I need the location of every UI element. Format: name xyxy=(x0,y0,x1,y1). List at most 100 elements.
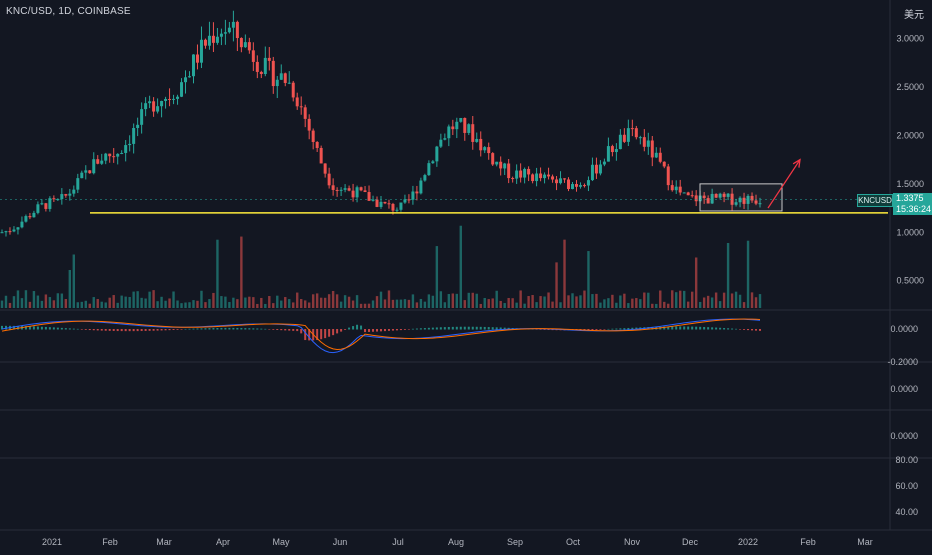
macd-histogram-bar xyxy=(252,328,255,330)
volume-bar xyxy=(702,297,706,308)
indicator-axis-tick-label: 60.00 xyxy=(895,481,918,491)
consolidation-box[interactable] xyxy=(699,183,783,212)
candle-body xyxy=(275,79,279,87)
projection-arrow[interactable] xyxy=(767,159,801,209)
macd-histogram-bar xyxy=(108,329,111,331)
macd-histogram-bar xyxy=(495,327,498,330)
macd-histogram-bar xyxy=(288,329,291,331)
candle-body xyxy=(399,202,403,210)
volume-bar xyxy=(587,251,590,308)
volume-bar xyxy=(754,297,758,308)
volume-bar xyxy=(495,290,498,308)
volume-bar xyxy=(379,291,383,308)
symbol-title[interactable]: KNC/USD, 1D, COINBASE xyxy=(6,6,131,17)
macd-histogram-bar xyxy=(663,326,666,330)
macd-histogram-bar xyxy=(380,329,382,332)
candle-body xyxy=(407,199,411,201)
price-axis-tick-label: 0.5000 xyxy=(896,276,924,286)
candle-body xyxy=(582,185,586,187)
volume-bar xyxy=(698,301,702,308)
volume-bar xyxy=(523,303,526,308)
volume-bar xyxy=(419,298,423,308)
volume-bar xyxy=(607,298,610,308)
volume-bar xyxy=(479,303,482,308)
candle-body xyxy=(92,159,96,174)
macd-histogram-bar xyxy=(723,328,726,330)
candle-body xyxy=(363,190,367,193)
volume-bar xyxy=(28,301,32,308)
macd-histogram-bar xyxy=(699,326,702,330)
macd-histogram-bar xyxy=(200,328,203,330)
macd-histogram-bar xyxy=(172,329,175,330)
candle-body xyxy=(76,178,80,190)
volume-bar xyxy=(212,292,215,308)
candle-body xyxy=(630,128,634,130)
macd-histogram-bar xyxy=(264,328,267,330)
volume-bar xyxy=(347,296,351,308)
macd-histogram-bar xyxy=(160,329,163,331)
candle-body xyxy=(343,188,347,190)
candle-body xyxy=(168,98,172,100)
volume-bar xyxy=(104,302,107,308)
macd-histogram-bar xyxy=(368,329,371,332)
macd-histogram-bar xyxy=(483,326,486,330)
candle-body xyxy=(463,117,467,133)
indicator-axis-tick-label: 40.00 xyxy=(895,507,918,517)
macd-histogram-bar xyxy=(447,326,450,330)
macd-histogram-bar xyxy=(116,329,119,332)
volume-bar xyxy=(718,301,722,308)
volume-bar xyxy=(160,296,163,308)
volume-bar xyxy=(204,302,207,308)
indicator-axis-tick-label: 0.0000 xyxy=(890,324,918,334)
macd-histogram-bar xyxy=(715,327,718,330)
time-axis-tick-label: Apr xyxy=(216,537,230,547)
macd-histogram-bar xyxy=(731,328,734,330)
last-price-box: 1.3375 15:36:24 xyxy=(893,193,932,215)
candle-body xyxy=(479,138,483,151)
indicator-axis-tick-label: 0.0000 xyxy=(890,384,918,394)
volume-bar xyxy=(738,294,742,308)
volume-bar xyxy=(355,295,359,308)
candle-body xyxy=(511,178,515,180)
candle-body xyxy=(447,126,451,139)
indicator-axis-tick-label: 0.0000 xyxy=(890,431,918,441)
macd-histogram-bar xyxy=(48,327,51,330)
volume-bar xyxy=(335,294,339,308)
macd-histogram-bar xyxy=(84,329,87,330)
candle-body xyxy=(706,198,710,204)
volume-bar xyxy=(52,300,56,308)
volume-bar xyxy=(36,295,40,308)
candle-body xyxy=(690,195,694,197)
macd-histogram-bar xyxy=(120,329,123,332)
volume-bar xyxy=(447,294,451,308)
volume-bar xyxy=(180,303,183,308)
candle-body xyxy=(483,147,487,151)
candle-body xyxy=(594,164,598,174)
macd-histogram-bar xyxy=(627,327,630,330)
macd-histogram-bar xyxy=(411,328,414,330)
volume-bar xyxy=(240,236,243,308)
volume-bar xyxy=(451,293,455,308)
volume-bar xyxy=(116,302,119,308)
candle-body xyxy=(199,39,203,63)
macd-histogram-bar xyxy=(224,327,227,330)
candle-body xyxy=(132,128,136,144)
candle-body xyxy=(682,192,686,194)
macd-histogram-bar xyxy=(535,329,538,330)
volume-bar xyxy=(475,293,478,308)
volume-bar xyxy=(387,290,391,308)
candle-body xyxy=(180,82,184,97)
candle-body xyxy=(738,197,742,203)
candle-body xyxy=(48,198,52,209)
volume-bar xyxy=(24,290,28,308)
volume-bar xyxy=(260,297,263,308)
volume-layer xyxy=(0,225,762,308)
volume-bar xyxy=(339,301,343,308)
candles-layer xyxy=(0,10,762,237)
candle-body xyxy=(722,193,726,197)
macd-histogram-bar xyxy=(220,327,223,330)
macd-histogram-bar xyxy=(583,329,586,331)
currency-label[interactable]: 美元 xyxy=(904,10,924,21)
